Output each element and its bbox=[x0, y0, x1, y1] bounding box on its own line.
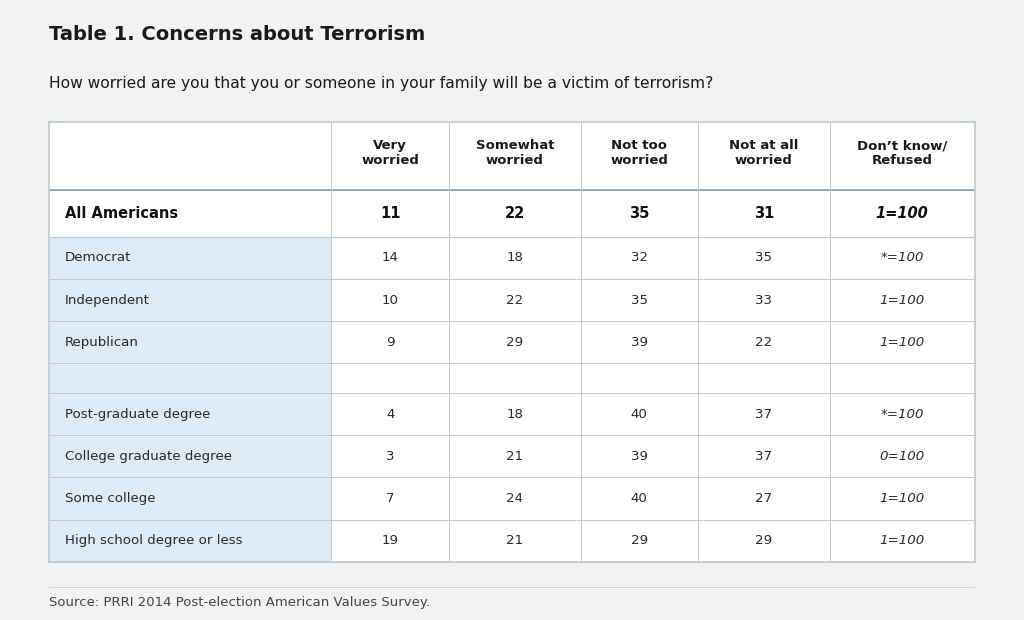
Text: 27: 27 bbox=[756, 492, 772, 505]
Text: 24: 24 bbox=[506, 492, 523, 505]
Text: 3: 3 bbox=[386, 450, 394, 463]
Text: 35: 35 bbox=[629, 206, 649, 221]
Text: 18: 18 bbox=[506, 252, 523, 264]
Text: 33: 33 bbox=[756, 294, 772, 306]
Text: 29: 29 bbox=[631, 534, 648, 547]
Text: 40: 40 bbox=[631, 408, 648, 420]
Text: 0=100: 0=100 bbox=[880, 450, 925, 463]
Text: 22: 22 bbox=[755, 336, 772, 348]
Text: Table 1. Concerns about Terrorism: Table 1. Concerns about Terrorism bbox=[49, 25, 425, 44]
Text: 29: 29 bbox=[506, 336, 523, 348]
Text: Don’t know/
Refused: Don’t know/ Refused bbox=[857, 139, 947, 167]
Text: 21: 21 bbox=[506, 534, 523, 547]
Text: Very
worried: Very worried bbox=[361, 139, 419, 167]
Text: Some college: Some college bbox=[65, 492, 155, 505]
Text: 9: 9 bbox=[386, 336, 394, 348]
Text: 22: 22 bbox=[506, 294, 523, 306]
Text: 40: 40 bbox=[631, 492, 648, 505]
Text: 1=100: 1=100 bbox=[880, 294, 925, 306]
Text: 19: 19 bbox=[382, 534, 398, 547]
Text: *=100: *=100 bbox=[881, 252, 924, 264]
Text: All Americans: All Americans bbox=[65, 206, 177, 221]
Text: Source: PRRI 2014 Post-election American Values Survey.: Source: PRRI 2014 Post-election American… bbox=[49, 596, 430, 609]
Text: 37: 37 bbox=[756, 408, 772, 420]
Text: Post-graduate degree: Post-graduate degree bbox=[65, 408, 210, 420]
Text: 29: 29 bbox=[755, 534, 772, 547]
Text: 31: 31 bbox=[754, 206, 774, 221]
Text: High school degree or less: High school degree or less bbox=[65, 534, 242, 547]
Text: 11: 11 bbox=[380, 206, 400, 221]
Text: Republican: Republican bbox=[65, 336, 138, 348]
Text: Not too
worried: Not too worried bbox=[610, 139, 669, 167]
Text: 18: 18 bbox=[506, 408, 523, 420]
Text: 1=100: 1=100 bbox=[880, 492, 925, 505]
Text: Somewhat
worried: Somewhat worried bbox=[475, 139, 554, 167]
Text: *=100: *=100 bbox=[881, 408, 924, 420]
Text: 10: 10 bbox=[382, 294, 398, 306]
Text: 1=100: 1=100 bbox=[876, 206, 929, 221]
Text: College graduate degree: College graduate degree bbox=[65, 450, 231, 463]
Text: 4: 4 bbox=[386, 408, 394, 420]
Text: 35: 35 bbox=[756, 252, 772, 264]
Text: Democrat: Democrat bbox=[65, 252, 131, 264]
Text: 7: 7 bbox=[386, 492, 394, 505]
Text: Not at all
worried: Not at all worried bbox=[729, 139, 799, 167]
Text: 22: 22 bbox=[505, 206, 525, 221]
Text: 35: 35 bbox=[631, 294, 648, 306]
Text: 1=100: 1=100 bbox=[880, 336, 925, 348]
Text: 21: 21 bbox=[506, 450, 523, 463]
Text: 39: 39 bbox=[631, 336, 648, 348]
Text: 32: 32 bbox=[631, 252, 648, 264]
Text: 39: 39 bbox=[631, 450, 648, 463]
Text: Independent: Independent bbox=[65, 294, 150, 306]
Text: 14: 14 bbox=[382, 252, 398, 264]
Text: How worried are you that you or someone in your family will be a victim of terro: How worried are you that you or someone … bbox=[49, 76, 714, 91]
Text: 37: 37 bbox=[756, 450, 772, 463]
Text: 1=100: 1=100 bbox=[880, 534, 925, 547]
